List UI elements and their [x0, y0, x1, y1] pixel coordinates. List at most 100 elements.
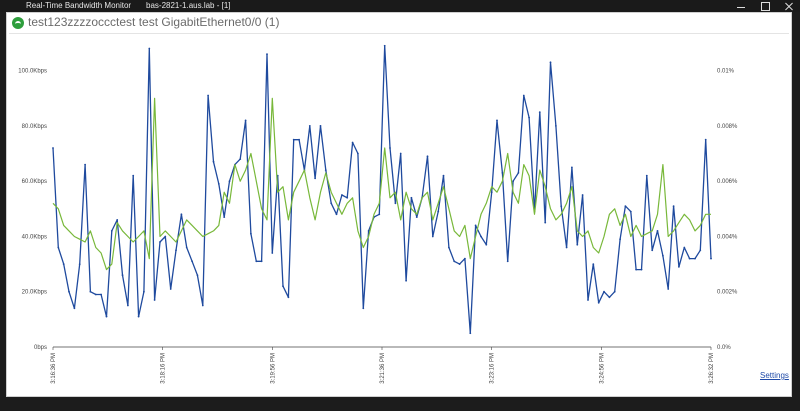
data-point [260, 260, 263, 263]
data-point [710, 257, 712, 260]
y-tick-left: 100.0Kbps [18, 69, 47, 75]
data-point [662, 254, 664, 257]
app-title: Real-Time Bandwidth Monitor [26, 1, 132, 10]
data-point [57, 246, 60, 249]
data-point [448, 246, 450, 249]
data-point [688, 257, 691, 260]
y-tick-right: 0.006% [717, 179, 738, 185]
data-point [565, 246, 568, 249]
header-divider [9, 33, 789, 34]
y-tick-left: 80.0Kbps [22, 124, 47, 130]
status-icon [12, 17, 24, 29]
x-tick-label: 3:21:36 PM [380, 353, 386, 384]
data-point [308, 125, 311, 127]
data-point [704, 138, 707, 141]
monitor-panel: test123zzzzoccctest test GigabitEthernet… [6, 12, 792, 397]
data-point [560, 205, 563, 208]
minimize-icon[interactable] [736, 1, 746, 11]
data-point [196, 274, 199, 276]
data-point [201, 304, 204, 307]
data-point [399, 152, 402, 155]
data-point [223, 216, 226, 219]
data-point [319, 125, 322, 127]
data-point [244, 119, 247, 122]
series-line-1 [52, 45, 712, 334]
data-point [100, 293, 102, 296]
data-point [538, 111, 541, 113]
data-point [410, 196, 413, 199]
data-point [116, 219, 119, 221]
data-point [89, 290, 92, 293]
y-tick-left: 60.0Kbps [22, 179, 47, 185]
data-point [84, 163, 86, 166]
data-point [645, 174, 648, 177]
data-point [94, 293, 97, 296]
close-icon[interactable] [784, 1, 794, 11]
y-tick-left: 40.0Kbps [22, 234, 47, 240]
data-point [137, 315, 140, 318]
data-point [613, 290, 616, 293]
data-point [62, 263, 65, 265]
data-point [239, 158, 242, 161]
maximize-icon[interactable] [760, 1, 770, 11]
data-point [603, 290, 605, 293]
data-point [314, 177, 316, 180]
data-point [437, 210, 440, 213]
data-point [576, 243, 579, 246]
window-controls [736, 0, 794, 12]
bandwidth-chart: 0bps 20.0Kbps 40.0Kbps 60.0Kbps 80.0Kbps 100.… [18, 44, 738, 384]
data-point [191, 260, 194, 263]
data-point [271, 252, 274, 254]
data-point [426, 155, 429, 158]
data-point [469, 332, 472, 335]
data-point [341, 194, 343, 196]
data-point [597, 301, 600, 304]
y-tick-right: 0.01% [717, 69, 735, 75]
data-point [512, 180, 514, 183]
data-point [362, 307, 365, 310]
data-point [148, 47, 151, 50]
data-point [635, 268, 637, 271]
data-point [496, 119, 498, 122]
data-point [164, 235, 167, 238]
data-point [694, 257, 696, 260]
panel-header: test123zzzzoccctest test GigabitEthernet… [7, 13, 791, 34]
data-point [480, 235, 482, 238]
data-point [324, 169, 327, 172]
data-point [431, 235, 434, 238]
data-point [571, 166, 573, 169]
data-point [415, 216, 418, 219]
y-tick-right: 0.0% [717, 345, 731, 351]
settings-link[interactable]: Settings [760, 371, 789, 380]
data-point [185, 246, 188, 249]
data-point [517, 172, 520, 174]
data-point [217, 183, 220, 185]
data-point [73, 307, 76, 310]
data-point [357, 152, 359, 155]
y-tick-left: 20.0Kbps [22, 290, 47, 296]
data-point [405, 279, 407, 282]
data-point [153, 299, 156, 301]
data-point [292, 138, 295, 141]
data-point [608, 296, 611, 299]
data-point [501, 172, 504, 174]
data-point [298, 138, 300, 141]
series-line-2 [52, 97, 711, 271]
data-point [367, 230, 370, 232]
data-point [474, 224, 477, 227]
data-point [490, 191, 493, 194]
data-point [68, 290, 70, 293]
y-tick-right: 0.008% [717, 124, 738, 130]
data-point [506, 260, 509, 263]
data-point [656, 230, 659, 232]
data-point [458, 263, 461, 265]
data-point [159, 241, 161, 243]
data-point [581, 194, 584, 196]
panel-title: test123zzzzoccctest test GigabitEthernet… [28, 15, 280, 29]
data-point [667, 288, 670, 290]
data-point [351, 141, 354, 144]
y-tick-right: 0.002% [717, 290, 738, 296]
data-point [169, 288, 172, 290]
data-point [442, 174, 445, 177]
data-point [522, 94, 525, 97]
